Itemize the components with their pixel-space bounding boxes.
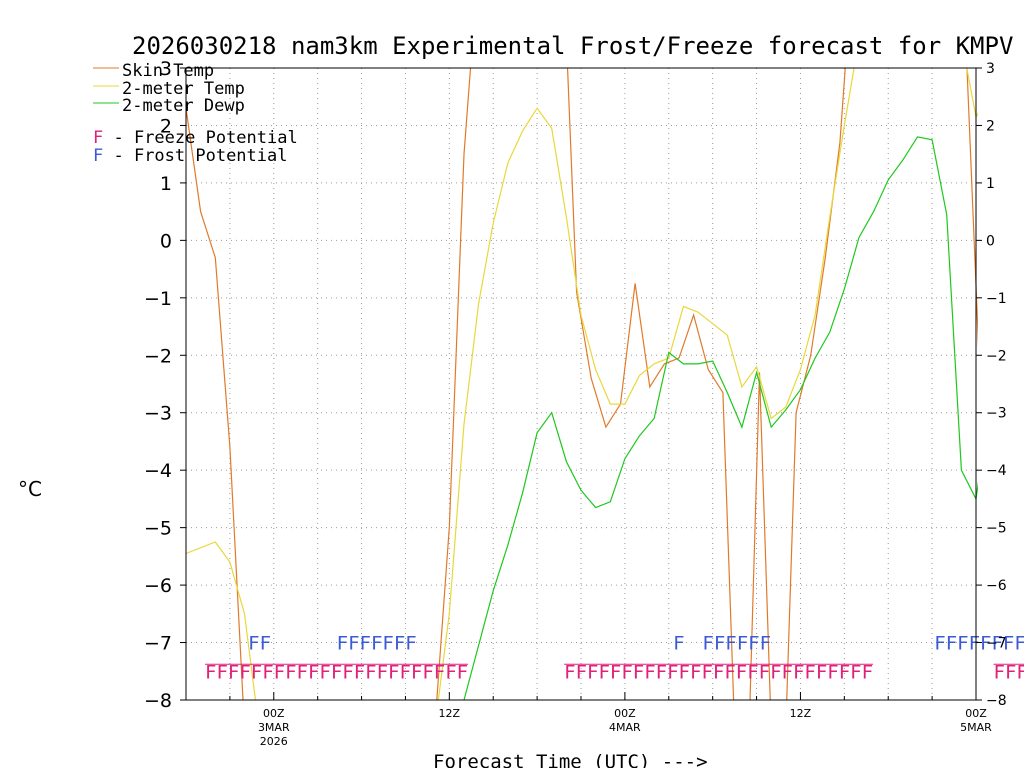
y-tick-label-left: 2 <box>160 115 172 137</box>
series-line-skin-temp <box>186 68 978 700</box>
y-tick-label-right: 1 <box>986 176 995 192</box>
frost-flag: FFFFFFFFFF <box>934 633 1024 655</box>
legend: Skin Temp 2-meter Temp 2-meter Dewp F - … <box>93 61 298 166</box>
legend-frost-letter: F <box>93 146 103 166</box>
x-tick-label: 12Z <box>790 707 812 720</box>
y-tick-label-left: −2 <box>144 345 172 367</box>
y-tick-label-left: −3 <box>144 403 172 425</box>
y-tick-label-right: −4 <box>986 463 1007 479</box>
y-tick-label-left: −1 <box>144 288 172 310</box>
legend-frost: F - Frost Potential <box>93 146 287 166</box>
y-axis-left: −8 −7 −6 −5 −4 −3 −2 −1 0 1 2 3 <box>144 58 186 712</box>
legend-freeze: F - Freeze Potential <box>93 128 298 148</box>
y-tick-label-right: −8 <box>986 693 1007 709</box>
y-tick-label-right: −6 <box>986 578 1007 594</box>
series-layer <box>186 68 978 700</box>
x-tick-label: 12Z <box>439 707 461 720</box>
x-tick-date: 3MAR <box>258 721 290 734</box>
legend-temp-label: 2-meter Temp <box>122 79 245 99</box>
freeze-flag: FFFFF <box>994 661 1024 683</box>
potential-flags: FF FFFFFFF F FFFFFF FFFFFFFF FFFFFFFFFFFFFFFF… <box>205 633 1024 683</box>
y-tick-label-left: −4 <box>144 460 172 482</box>
y-tick-label-left: 3 <box>160 58 172 80</box>
legend-freeze-letter: F <box>93 128 103 148</box>
legend-skin-label: Skin Temp <box>122 61 214 81</box>
y-tick-label-right: −7 <box>986 636 1007 652</box>
frost-flag: F <box>673 633 684 655</box>
legend-freeze-text: - Freeze Potential <box>103 128 297 148</box>
series-line-2m-dewp <box>463 136 978 700</box>
chart-title: 2026030218 nam3km Experimental Frost/Fre… <box>132 32 1013 60</box>
y-tick-label-left: −5 <box>144 518 172 540</box>
frost-flag: FFFFFF <box>702 633 771 655</box>
y-tick-label-left: 1 <box>160 173 172 195</box>
y-tick-label-right: 0 <box>986 233 995 249</box>
y-tick-label-right: 3 <box>986 61 995 77</box>
y-tick-label-right: −5 <box>986 521 1007 537</box>
x-tick-label: 00Z <box>263 707 285 720</box>
legend-frost-text: - Frost Potential <box>103 146 287 166</box>
y-unit-label: °C <box>18 477 42 501</box>
x-tick-label: 00Z <box>614 707 636 720</box>
frost-flag: FF <box>248 633 271 655</box>
y-axis-right: −8 −7 −6 −5 −4 −3 −2 −1 0 1 2 3 <box>976 61 1007 709</box>
legend-dewp-label: 2-meter Dewp <box>122 96 245 116</box>
y-tick-label-right: 2 <box>986 118 995 134</box>
y-tick-label-left: 0 <box>160 230 172 252</box>
freeze-flag: FFFFFFFFFFFFFFFFFFFFFFFFFFF <box>564 661 873 683</box>
grid-lines <box>186 68 977 700</box>
x-tick-date: 4MAR <box>609 721 641 734</box>
y-tick-label-left: −8 <box>144 690 172 712</box>
y-tick-label-right: −3 <box>986 406 1007 422</box>
freeze-flag: FFFFFFFFFFFFFFFFFFFFFFF <box>205 661 468 683</box>
x-tick-date: 5MAR <box>960 721 992 734</box>
x-axis-label: Forecast Time (UTC) ---> <box>433 751 708 768</box>
y-tick-label-left: −7 <box>144 633 172 655</box>
y-tick-label-left: −6 <box>144 575 172 597</box>
y-tick-label-right: −2 <box>986 348 1007 364</box>
frost-flag: FFFFFFF <box>337 633 417 655</box>
x-tick-label: 00Z <box>965 707 987 720</box>
series-line-2m-temp <box>186 68 978 700</box>
x-tick-year: 2026 <box>260 735 288 748</box>
y-tick-label-right: −1 <box>986 291 1007 307</box>
